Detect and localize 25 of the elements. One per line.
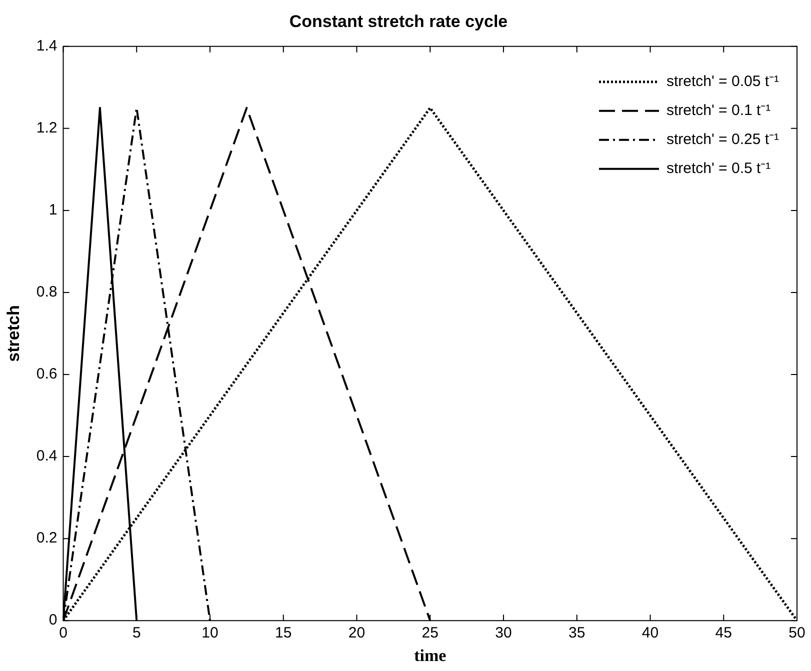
y-tick-label: 0.8 bbox=[36, 284, 58, 301]
x-tick-label: 5 bbox=[132, 624, 141, 642]
y-tick-label: 1 bbox=[48, 202, 58, 219]
x-tick-label: 15 bbox=[275, 624, 292, 642]
legend-label: stretch' = 0.5 t⁻¹ bbox=[666, 160, 771, 178]
x-tick-label: 45 bbox=[715, 624, 732, 642]
y-tick-label: 1.4 bbox=[36, 38, 58, 55]
x-tick-label: 30 bbox=[495, 624, 512, 642]
y-tick-label: 0.4 bbox=[36, 448, 58, 465]
y-tick-label: 1.2 bbox=[36, 120, 58, 137]
legend-label: stretch' = 0.05 t⁻¹ bbox=[666, 73, 780, 90]
x-tick-label: 20 bbox=[348, 624, 366, 642]
y-tick-label: 0.6 bbox=[36, 366, 58, 383]
y-tick-label: 0 bbox=[48, 612, 58, 629]
legend-label: stretch' = 0.25 t⁻¹ bbox=[666, 131, 780, 148]
x-tick-label: 35 bbox=[568, 624, 586, 642]
x-tick-label: 50 bbox=[788, 624, 806, 642]
legend-label: stretch' = 0.1 t⁻¹ bbox=[666, 102, 771, 120]
chart-title: Constant stretch rate cycle bbox=[289, 12, 508, 31]
x-tick-label: 25 bbox=[422, 624, 438, 642]
x-axis-title: time bbox=[414, 646, 447, 666]
y-tick-label: 0.2 bbox=[36, 530, 58, 547]
x-tick-label: 40 bbox=[642, 624, 659, 642]
y-axis-title: stretch bbox=[4, 305, 23, 362]
x-tick-label: 10 bbox=[202, 624, 218, 642]
